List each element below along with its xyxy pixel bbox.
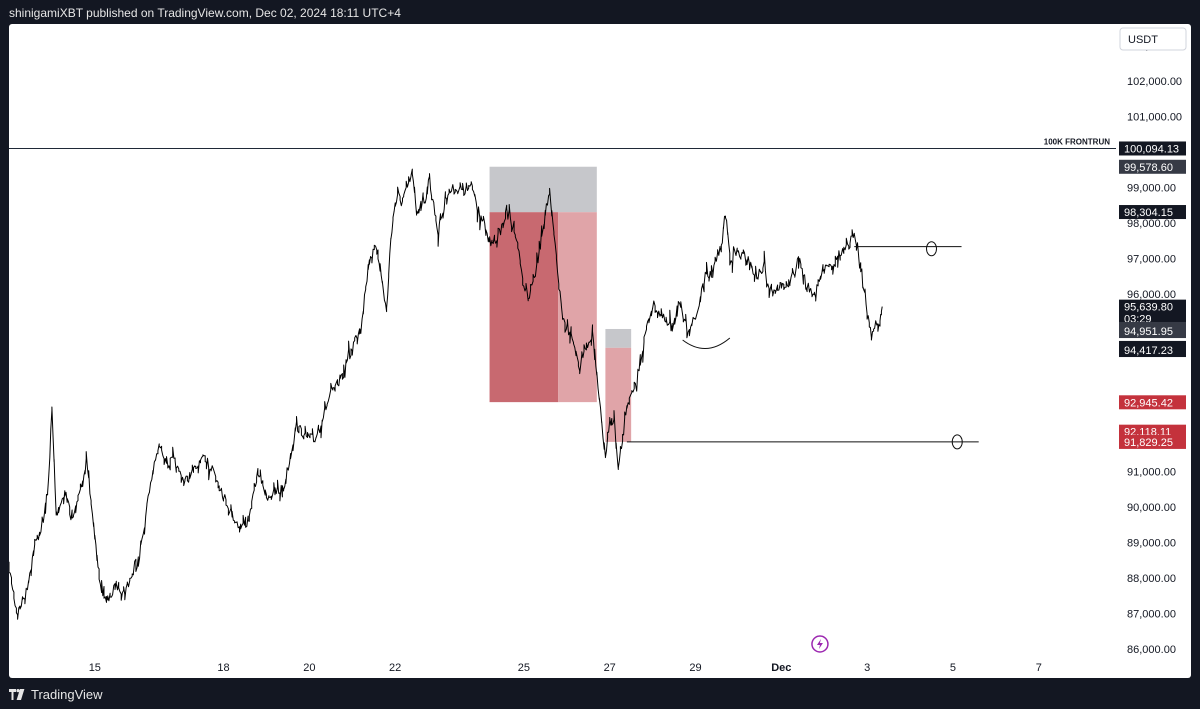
y-tick-label: 98,000.00 <box>1127 218 1176 230</box>
x-tick-label: 27 <box>604 662 616 674</box>
x-tick-label: Dec <box>771 662 791 674</box>
order-block-2 <box>558 212 597 403</box>
lightning-icon <box>811 635 829 653</box>
x-tick-label: 25 <box>518 662 530 674</box>
order-block-4 <box>605 347 632 442</box>
price-label-1: 99,578.60 <box>1124 162 1173 174</box>
y-tick-label: 86,000.00 <box>1127 644 1176 656</box>
tradingview-brand[interactable]: TradingView <box>9 687 103 702</box>
chart-frame: 100K FRONTRUN103,000.00102,000.00101,000… <box>9 24 1191 678</box>
publish-bar: shinigamiXBT published on TradingView.co… <box>0 0 1200 24</box>
y-tick-label: 87,000.00 <box>1127 608 1176 620</box>
tradingview-logo-icon <box>9 689 25 700</box>
y-tick-label: 99,000.00 <box>1127 182 1176 194</box>
x-tick-label: 18 <box>217 662 229 674</box>
price-label-box-1 <box>1119 159 1186 174</box>
x-tick-label: 29 <box>689 662 701 674</box>
x-tick-label: 5 <box>950 662 956 674</box>
target-circle-1 <box>951 434 963 450</box>
price-label-7: 94,417.23 <box>1124 345 1173 357</box>
lightning-bolt <box>816 639 823 649</box>
footer-bar <box>0 678 1200 709</box>
tradingview-brand-label: TradingView <box>31 687 103 702</box>
price-label-3: 95,639.80 <box>1124 302 1173 314</box>
price-label-8: 92,945.42 <box>1124 397 1173 409</box>
base-curve <box>682 337 731 349</box>
y-tick-label: 90,000.00 <box>1127 502 1176 514</box>
order-block-0 <box>489 166 597 213</box>
y-tick-label: 102,000.00 <box>1127 76 1182 88</box>
x-tick-label: 7 <box>1036 662 1042 674</box>
price-label-0: 100,094.13 <box>1124 143 1179 155</box>
order-block-1 <box>489 212 559 403</box>
price-label-5: 94,951.95 <box>1124 326 1173 338</box>
price-line <box>9 168 883 620</box>
price-label-2: 98,304.15 <box>1124 207 1173 219</box>
target-circle-0 <box>926 241 937 257</box>
price-label-box-2 <box>1119 205 1186 220</box>
frontrun-label: 100K FRONTRUN <box>1044 137 1110 146</box>
price-label-box-10 <box>1119 434 1186 449</box>
x-tick-label: 15 <box>89 662 101 674</box>
x-tick-label: 3 <box>864 662 870 674</box>
x-tick-label: 22 <box>389 662 401 674</box>
x-tick-label: 20 <box>303 662 315 674</box>
price-chart[interactable]: 100K FRONTRUN103,000.00102,000.00101,000… <box>9 24 1191 678</box>
currency-label: USDT <box>1128 34 1158 46</box>
price-label-box-3 <box>1119 299 1186 326</box>
y-tick-label: 101,000.00 <box>1127 111 1182 123</box>
price-label-box-7 <box>1119 343 1186 358</box>
currency-box <box>1119 27 1187 51</box>
y-tick-label: 96,000.00 <box>1127 289 1176 301</box>
y-tick-label: 97,000.00 <box>1127 253 1176 265</box>
price-label-box-0 <box>1119 141 1186 156</box>
y-tick-label: 89,000.00 <box>1127 537 1176 549</box>
y-tick-label: 91,000.00 <box>1127 466 1176 478</box>
price-label-10: 91,829.25 <box>1124 437 1173 449</box>
price-label-box-5 <box>1119 324 1186 339</box>
order-block-3 <box>605 328 632 348</box>
price-label-box-8 <box>1119 395 1186 410</box>
publish-info: shinigamiXBT published on TradingView.co… <box>9 6 401 20</box>
y-tick-label: 88,000.00 <box>1127 573 1176 585</box>
